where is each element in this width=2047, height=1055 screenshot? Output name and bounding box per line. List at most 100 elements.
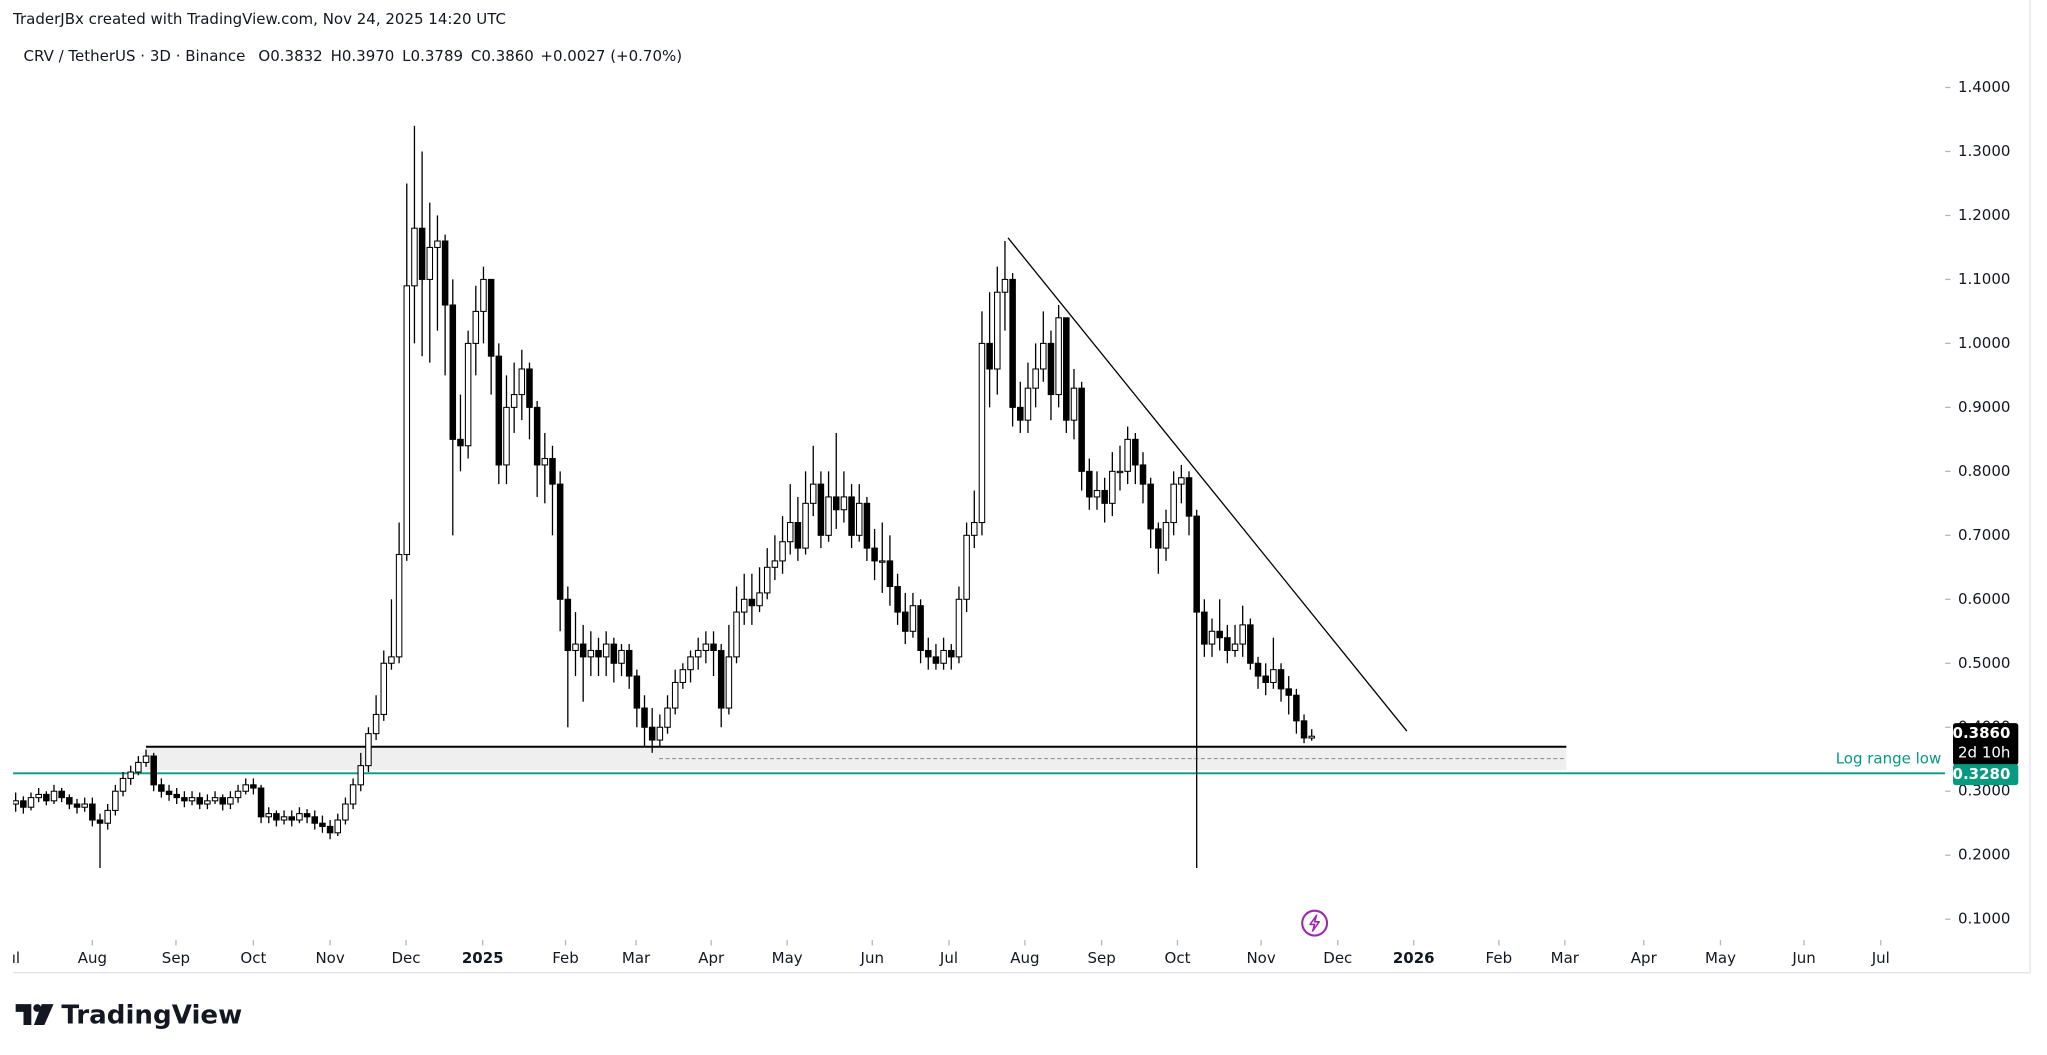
x-tick-label: Aug	[1010, 949, 1039, 967]
candle-body	[441, 240, 449, 306]
candle-body	[503, 406, 510, 466]
y-tick-label: 0.9000	[1958, 398, 2010, 416]
x-tick-label: Oct	[240, 949, 266, 967]
candle-body	[43, 793, 50, 802]
candle-body	[411, 227, 418, 287]
candle-body	[365, 733, 372, 767]
candle-body	[250, 784, 257, 789]
ohlc-value: 0.3970	[342, 47, 394, 65]
log-range-low-label: Log range low	[1836, 749, 1942, 767]
candle-body	[112, 790, 119, 811]
x-tick-label: Jun	[1791, 949, 1815, 967]
candle-body	[1262, 675, 1269, 683]
candle-body	[641, 707, 648, 728]
candle-body	[1116, 470, 1124, 474]
candle-body	[303, 813, 311, 818]
x-tick-label: Nov	[315, 949, 344, 967]
tradingview-logo	[15, 1004, 54, 1025]
x-tick-label: Jun	[860, 949, 884, 967]
y-tick-label: 0.3000	[1958, 782, 2010, 800]
candle-body	[472, 310, 480, 344]
candle-body	[986, 342, 993, 370]
candle-body	[940, 649, 947, 664]
x-tick-label: May	[772, 949, 803, 967]
candle-body	[679, 669, 687, 683]
candle-body	[119, 777, 127, 792]
candle-body	[733, 611, 740, 658]
candle-body	[587, 649, 595, 658]
attribution: TraderJBx created with TradingView.com, …	[12, 10, 506, 28]
alert-icon	[1301, 909, 1329, 937]
candle-body	[855, 502, 863, 536]
candle-body	[786, 522, 794, 543]
x-tick-label: Nov	[1246, 949, 1275, 967]
candle-body	[579, 643, 587, 658]
chart-header: CRV / TetherUS · 3D · Binance O0.3832 H0.3…	[23, 47, 682, 65]
candle-body	[671, 681, 679, 709]
candle-body	[104, 809, 111, 824]
x-tick-label: 2025	[462, 949, 504, 967]
candle-body	[817, 483, 825, 536]
candle-body	[802, 502, 809, 549]
candle-body	[196, 797, 203, 805]
candle-body	[725, 656, 733, 709]
candle-body	[1208, 630, 1216, 645]
candle-body	[434, 240, 441, 248]
candle-body	[1178, 477, 1185, 485]
candle-body	[319, 822, 326, 827]
candle-body	[779, 541, 786, 562]
candle-body	[825, 496, 832, 536]
change: +0.0027 (+0.70%)	[540, 47, 682, 65]
candle-body	[848, 496, 855, 536]
candle-body	[1170, 483, 1177, 524]
candle-body	[832, 496, 840, 511]
candle-body	[142, 755, 150, 763]
candle-body	[73, 803, 81, 808]
candle-body	[280, 816, 288, 821]
candle-body	[165, 790, 173, 795]
candle-body	[602, 643, 610, 658]
candle-body	[181, 797, 188, 802]
x-tick-label: Feb	[552, 949, 579, 967]
y-tick-label: 0.6000	[1958, 590, 2010, 608]
candle-body	[717, 649, 725, 709]
candle-body	[150, 755, 157, 786]
candle-body	[418, 227, 426, 280]
ohlc-key: L	[402, 47, 411, 65]
candle-body	[572, 643, 579, 652]
candle-body	[994, 291, 1001, 370]
candle-body	[204, 800, 211, 805]
candle-body	[756, 592, 763, 607]
y-tick-label: 1.1000	[1958, 270, 2010, 288]
x-tick-label: Dec	[391, 949, 420, 967]
candle-body	[510, 394, 518, 408]
candle-body	[925, 649, 932, 658]
x-tick-label: Sep	[1087, 949, 1115, 967]
candle-body	[1078, 387, 1085, 472]
candle-body	[403, 285, 411, 556]
candle-body	[449, 304, 457, 440]
candle-body	[963, 534, 970, 600]
candle-body	[840, 496, 848, 511]
candle-body	[1201, 611, 1208, 645]
candle-body	[66, 797, 73, 805]
candle-body	[871, 547, 878, 562]
candle-body	[342, 803, 349, 821]
price-label-box	[1953, 723, 2019, 765]
x-tick-label: Mar	[622, 949, 651, 967]
candle-body	[1093, 490, 1101, 498]
candle-body	[533, 406, 541, 466]
y-tick-label: 0.7000	[1958, 526, 2010, 544]
y-tick-label: 1.3000	[1958, 142, 2010, 160]
candle-body	[1032, 368, 1039, 389]
candle-body	[1239, 624, 1246, 645]
candle-body	[426, 246, 434, 280]
candle-body	[917, 605, 924, 652]
candle-body	[1254, 662, 1262, 677]
x-tick-label: Dec	[1323, 949, 1352, 967]
candle-body	[1047, 342, 1055, 396]
candle-body	[13, 800, 19, 805]
x-tick-label: Jul	[1, 949, 20, 967]
candle-body	[894, 585, 901, 613]
